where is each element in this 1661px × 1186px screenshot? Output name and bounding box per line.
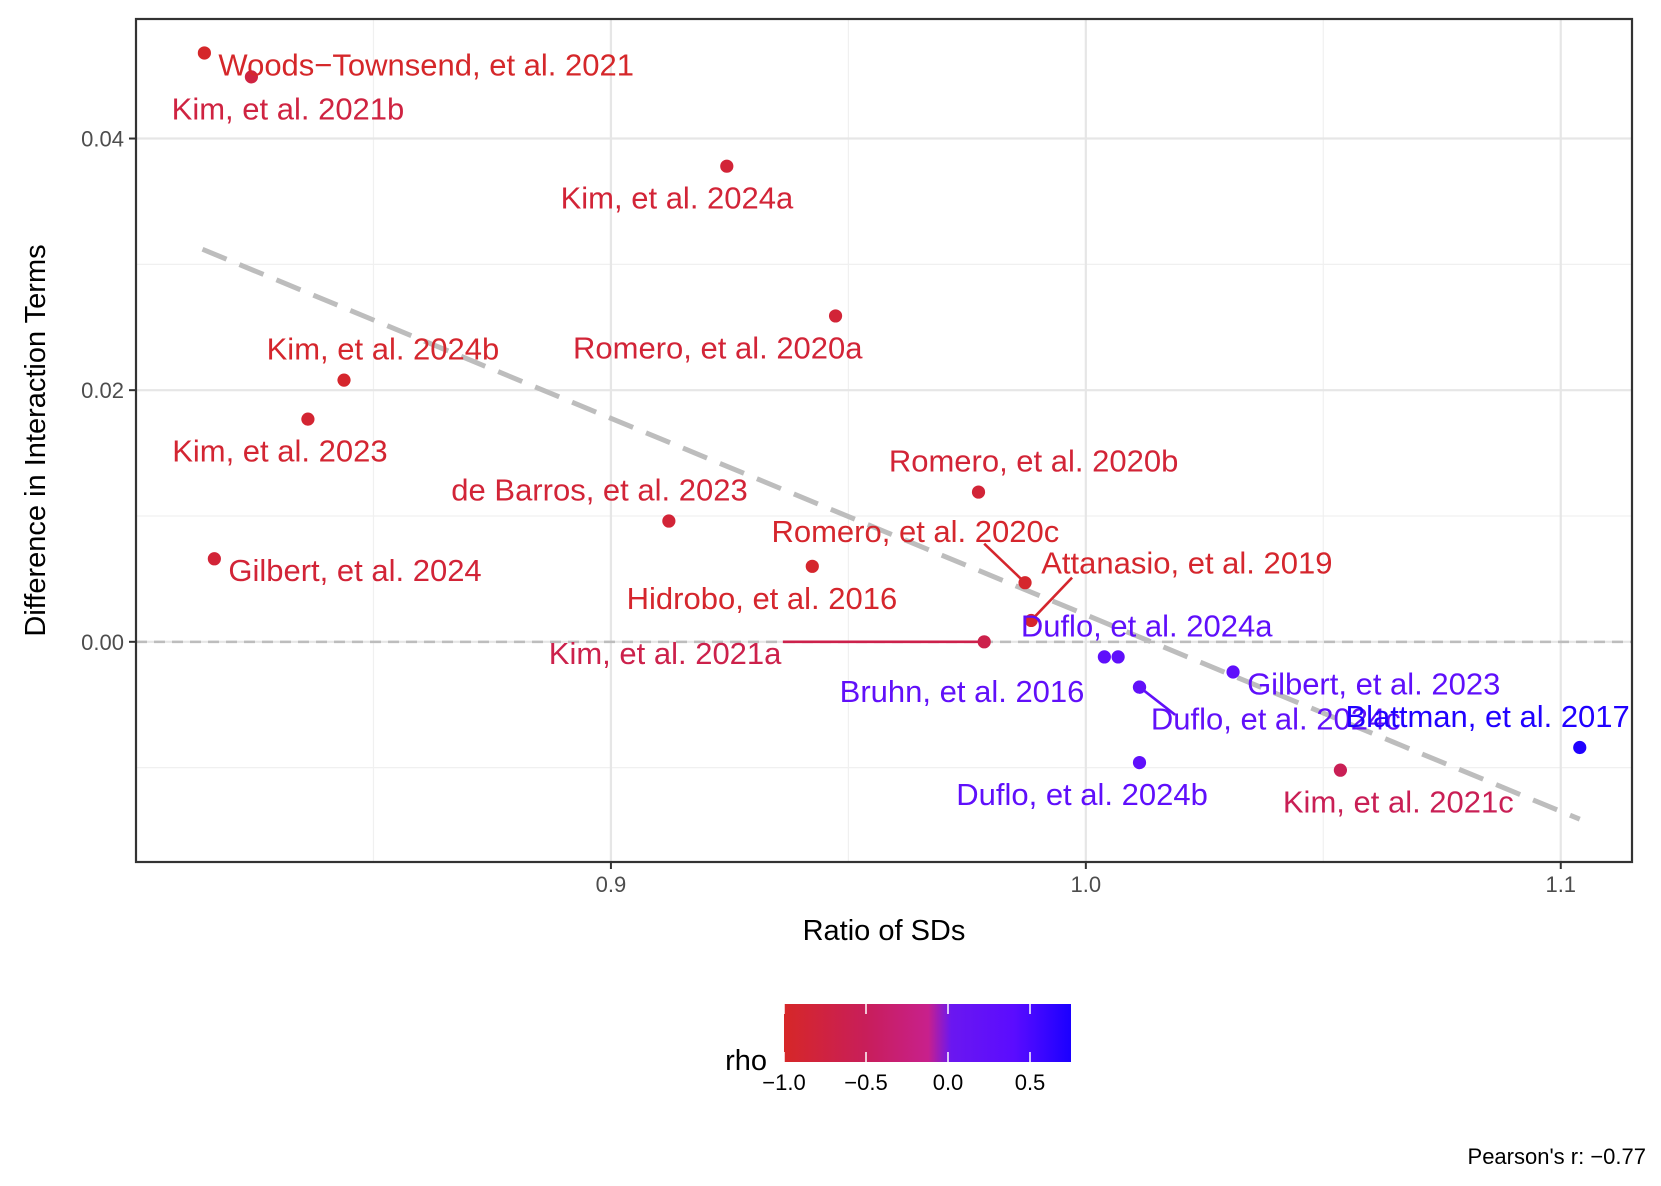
x-tick-label: 0.9 — [596, 872, 627, 897]
data-point — [662, 514, 676, 528]
data-point — [301, 412, 315, 426]
data-point — [337, 373, 351, 387]
panel-background — [136, 19, 1632, 862]
data-point — [1018, 576, 1032, 590]
point-label: Kim, et al. 2023 — [172, 434, 387, 469]
point-label: Kim, et al. 2021a — [549, 636, 782, 671]
point-label: Kim, et al. 2024b — [267, 332, 500, 367]
point-label: Kim, et al. 2021c — [1283, 785, 1514, 820]
data-point — [1333, 763, 1347, 777]
point-label: Blattman, et al. 2017 — [1345, 699, 1629, 734]
point-label: Romero, et al. 2020a — [573, 330, 863, 365]
point-label: de Barros, et al. 2023 — [451, 473, 747, 508]
point-label: Kim, et al. 2021b — [172, 91, 405, 126]
point-label: Kim, et al. 2024a — [561, 181, 794, 216]
point-label: Romero, et al. 2020b — [889, 444, 1179, 479]
point-label: Woods−Townsend, et al. 2021 — [218, 47, 634, 82]
legend-tick-label: −1.0 — [762, 1070, 805, 1095]
x-tick-label: 1.0 — [1071, 872, 1102, 897]
point-label: Hidrobo, et al. 2016 — [627, 581, 898, 616]
data-point — [197, 46, 211, 60]
legend-tick-label: 0.5 — [1015, 1070, 1046, 1095]
legend-title: rho — [725, 1045, 767, 1077]
data-point — [1226, 665, 1240, 679]
point-labels: Woods−Townsend, et al. 2021 Kim, et al. 2… — [172, 47, 1630, 819]
point-label: Romero, et al. 2020c — [771, 514, 1059, 549]
plot-area — [136, 19, 1632, 862]
data-point — [720, 159, 734, 173]
data-point — [1573, 740, 1587, 755]
panel-border — [134, 17, 1634, 864]
point-label: Attanasio, et al. 2019 — [1041, 546, 1332, 581]
data-point — [1132, 680, 1147, 694]
point-label: Duflo, et al. 2024a — [1021, 608, 1273, 643]
data-point — [1111, 650, 1125, 664]
data-point — [1132, 756, 1147, 770]
axes: 0.9 1.0 1.1 0.00 0.02 0.04 — [81, 17, 1634, 897]
y-tick-label: 0.04 — [81, 127, 124, 152]
x-tick-label: 1.1 — [1545, 872, 1576, 897]
data-point — [244, 70, 259, 84]
y-tick-label: 0.02 — [81, 378, 124, 403]
x-axis-title: Ratio of SDs — [803, 915, 966, 947]
data-point — [1097, 650, 1111, 664]
data-point — [1024, 613, 1038, 628]
y-axis-title: Difference in Interaction Terms — [20, 244, 52, 636]
data-point — [805, 559, 819, 573]
pearson-caption: Pearson's r: −0.77 — [1468, 1144, 1646, 1169]
data-point — [971, 485, 986, 499]
point-label: Duflo, et al. 2024b — [956, 777, 1208, 812]
label-leader-line — [1030, 576, 1074, 622]
label-leader-line — [983, 542, 1026, 584]
point-label: Duflo, et al. 2024c — [1151, 702, 1401, 737]
legend-colorbar — [784, 1004, 1071, 1062]
point-label: Gilbert, et al. 2023 — [1247, 666, 1500, 701]
data-point — [977, 635, 991, 649]
legend-tick-label: −0.5 — [844, 1070, 887, 1095]
trend-line — [201, 246, 1581, 822]
label-leader-line — [1138, 686, 1176, 716]
y-tick-label: 0.00 — [81, 630, 124, 655]
legend-tick-label: 0.0 — [933, 1070, 964, 1095]
point-label: Gilbert, et al. 2024 — [228, 553, 481, 588]
color-legend: rho −1.0 −0.5 0.0 0.5 — [725, 1004, 1071, 1095]
point-label: Bruhn, et al. 2016 — [840, 674, 1085, 709]
data-point — [207, 552, 221, 566]
data-point — [828, 309, 843, 323]
